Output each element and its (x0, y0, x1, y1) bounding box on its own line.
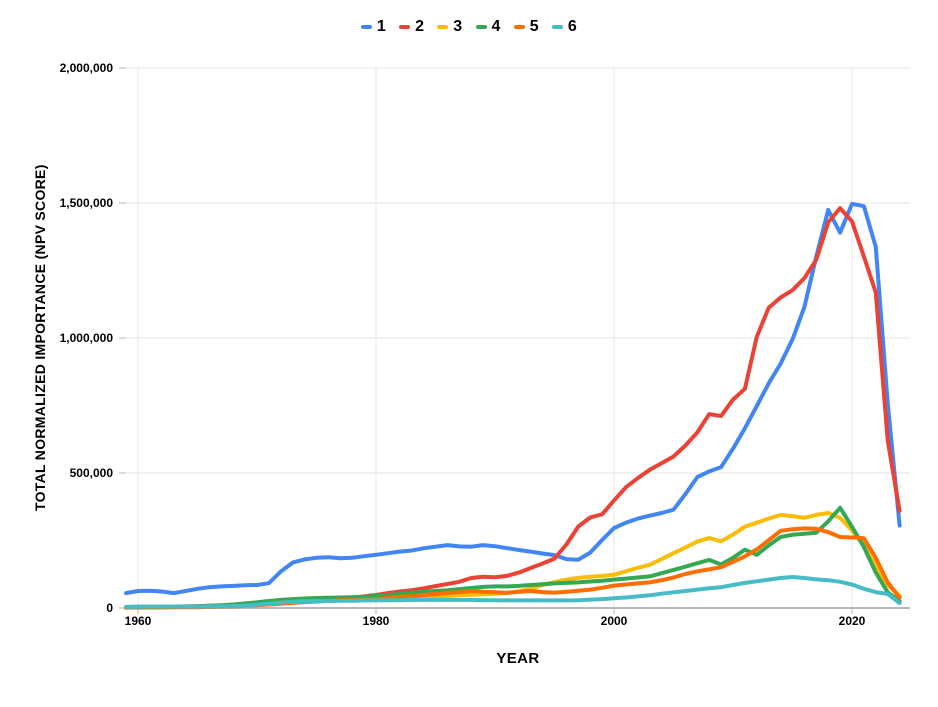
series-line-5 (124, 526, 902, 610)
series-2-dash-icon (399, 25, 411, 29)
y-tick-label: 1,500,000 (59, 196, 113, 210)
legend-label: 3 (453, 18, 463, 35)
y-tick-label: 1,000,000 (59, 331, 113, 345)
series-6-dash-icon (551, 25, 563, 29)
legend-label: 5 (529, 18, 539, 35)
legend-item-series-4: 4 (475, 18, 501, 36)
x-tick-label: 2020 (838, 614, 866, 628)
y-tick-label: 0 (106, 601, 113, 615)
x-axis-title: YEAR (496, 650, 540, 667)
series-line-1 (124, 201, 902, 596)
x-tick-label: 2000 (600, 614, 628, 628)
legend-item-series-6: 6 (551, 18, 578, 36)
legend-item-series-3: 3 (437, 18, 462, 36)
x-tick-label: 1960 (124, 614, 152, 628)
chart-legend: 1 2 3 4 5 6 (0, 18, 938, 36)
y-tick-label: 500,000 (69, 466, 113, 480)
legend-label: 2 (415, 18, 425, 35)
legend-label: 1 (376, 18, 387, 35)
series-line-6 (124, 575, 902, 609)
legend-label: 6 (567, 18, 578, 35)
series-3-dash-icon (437, 25, 449, 29)
series-5-dash-icon (513, 25, 525, 29)
series-1-dash-icon (360, 25, 372, 29)
legend-label: 4 (491, 18, 501, 35)
legend-item-series-2: 2 (399, 18, 424, 36)
series-4-dash-icon (475, 25, 487, 29)
x-tick-label: 1980 (362, 614, 390, 628)
y-axis-title: TOTAL NORMALIZED IMPORTANCE (NPV SCORE) (32, 164, 48, 512)
legend-item-series-1: 1 (360, 18, 387, 36)
y-tick-label: 2,000,000 (59, 61, 113, 75)
legend-item-series-5: 5 (513, 18, 539, 36)
series-line-4 (124, 505, 902, 610)
